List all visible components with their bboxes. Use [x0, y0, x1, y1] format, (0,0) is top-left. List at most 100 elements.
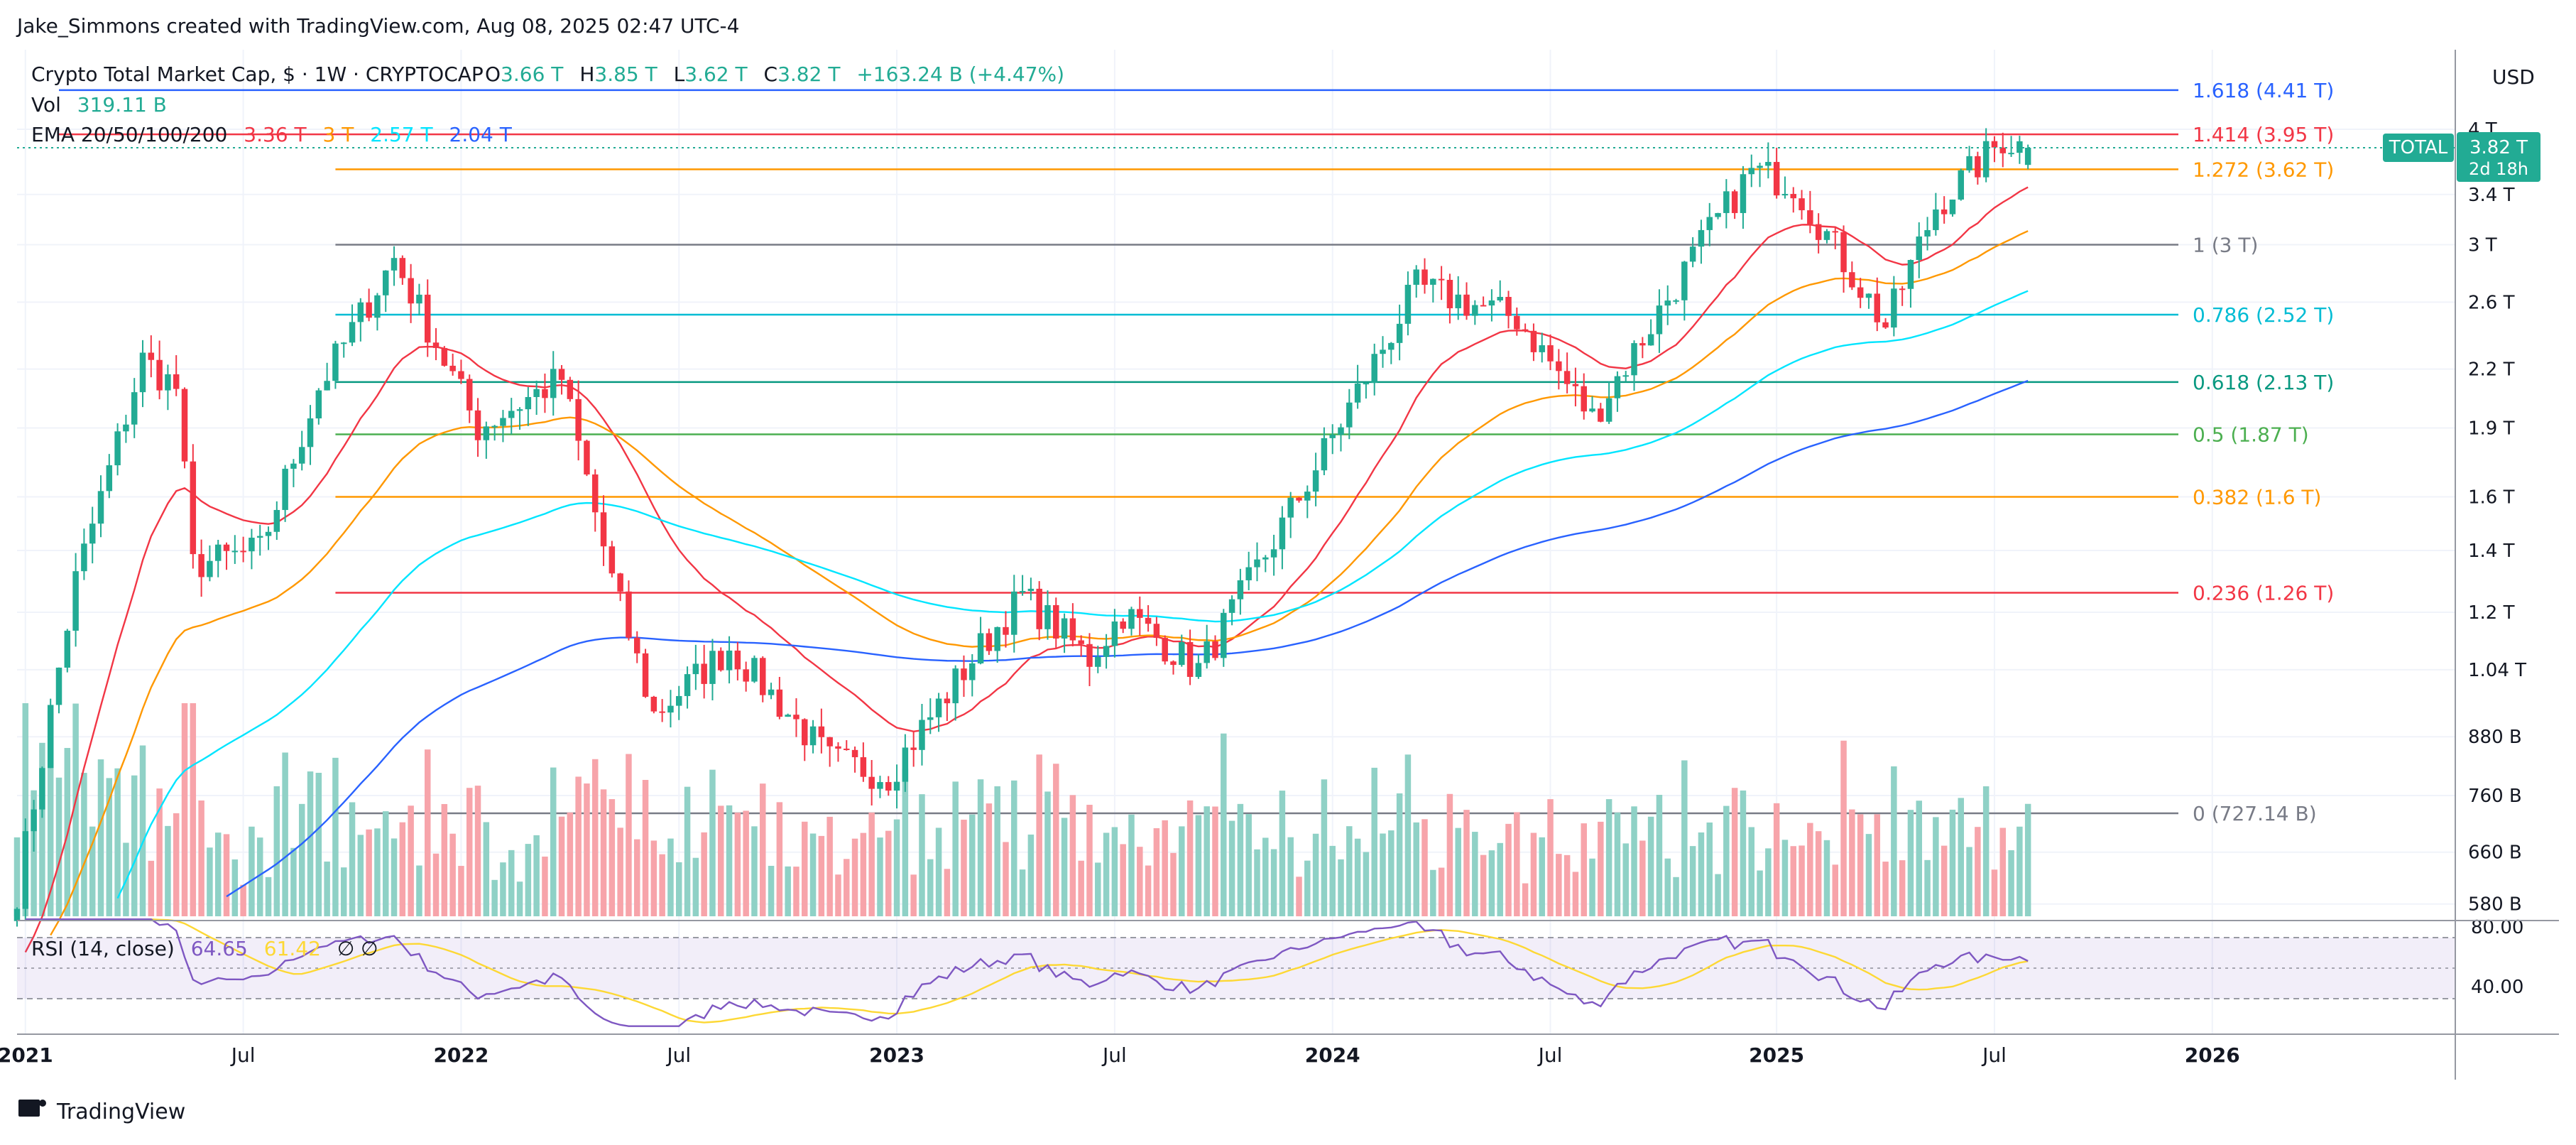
candle[interactable]: [349, 304, 356, 347]
candle[interactable]: [474, 398, 481, 457]
currency-label[interactable]: USD: [2492, 65, 2535, 89]
candle[interactable]: [1966, 146, 1972, 173]
candle[interactable]: [1103, 634, 1110, 669]
candle[interactable]: [768, 683, 775, 700]
candle[interactable]: [1639, 337, 1646, 359]
candle[interactable]: [1346, 389, 1353, 440]
candle[interactable]: [1488, 289, 1495, 322]
candle[interactable]: [977, 617, 984, 665]
candle[interactable]: [1681, 261, 1688, 321]
candle[interactable]: [357, 298, 364, 342]
candle[interactable]: [1647, 319, 1654, 346]
candle[interactable]: [1312, 452, 1319, 506]
candle[interactable]: [47, 698, 54, 769]
candle[interactable]: [567, 376, 574, 402]
candle[interactable]: [1212, 635, 1218, 661]
candle[interactable]: [1991, 136, 1998, 163]
candle[interactable]: [1053, 597, 1059, 649]
candle[interactable]: [692, 644, 699, 690]
candle[interactable]: [22, 818, 29, 921]
candle[interactable]: [265, 526, 272, 550]
candle[interactable]: [1472, 300, 1478, 325]
candle[interactable]: [1396, 304, 1403, 361]
candle[interactable]: [718, 647, 724, 672]
candle[interactable]: [1086, 633, 1093, 686]
candle[interactable]: [1598, 403, 1604, 423]
candle[interactable]: [382, 270, 389, 313]
candle[interactable]: [1656, 289, 1663, 353]
candle[interactable]: [1849, 261, 1855, 291]
candle[interactable]: [726, 636, 733, 684]
candle[interactable]: [2024, 144, 2031, 170]
candle[interactable]: [432, 327, 440, 361]
candle[interactable]: [1430, 278, 1436, 303]
candle[interactable]: [416, 283, 422, 316]
candle[interactable]: [114, 423, 121, 476]
candle[interactable]: [1245, 551, 1252, 591]
candle[interactable]: [190, 444, 197, 569]
rsi-pane[interactable]: RSI (14, close) 64.65 61.42 ∅ ∅ 80.00 40…: [17, 917, 2523, 1027]
candle[interactable]: [1757, 162, 1763, 188]
candle[interactable]: [1689, 237, 1696, 268]
candle[interactable]: [1882, 318, 1889, 329]
candle[interactable]: [1605, 381, 1612, 424]
candle[interactable]: [1832, 227, 1838, 249]
candle[interactable]: [617, 572, 623, 602]
candle[interactable]: [1589, 396, 1595, 413]
candle[interactable]: [1790, 187, 1796, 213]
candle[interactable]: [1497, 280, 1503, 303]
candle[interactable]: [935, 693, 942, 732]
candle[interactable]: [1614, 371, 1621, 412]
candle[interactable]: [533, 380, 540, 415]
candle[interactable]: [1338, 423, 1344, 452]
candle[interactable]: [39, 766, 45, 818]
candle[interactable]: [667, 690, 674, 728]
candle[interactable]: [1781, 176, 1789, 199]
candle[interactable]: [1731, 189, 1738, 219]
candle[interactable]: [868, 759, 875, 806]
candle[interactable]: [1446, 273, 1453, 324]
candle[interactable]: [1153, 617, 1160, 646]
candle[interactable]: [508, 398, 515, 435]
candle[interactable]: [1924, 217, 1931, 251]
candle[interactable]: [1857, 278, 1864, 308]
candle[interactable]: [1999, 132, 2007, 168]
candle[interactable]: [1916, 222, 1923, 278]
candle[interactable]: [751, 655, 758, 683]
candle[interactable]: [1773, 147, 1780, 199]
candle[interactable]: [81, 528, 87, 580]
candle[interactable]: [1011, 575, 1017, 653]
candle[interactable]: [249, 528, 255, 570]
candle[interactable]: [1664, 285, 1671, 325]
candle[interactable]: [1221, 609, 1227, 667]
candle[interactable]: [1815, 213, 1822, 254]
candle[interactable]: [986, 628, 993, 656]
candle[interactable]: [1371, 343, 1377, 396]
candle[interactable]: [1907, 259, 1914, 308]
candle[interactable]: [1321, 427, 1328, 475]
time-axis[interactable]: 2021 Jul 2022 Jul 2023 Jul 2024 Jul 2025 Jul 2026: [0, 1043, 2240, 1067]
candle[interactable]: [97, 475, 104, 538]
price-axis[interactable]: 4 T3.4 T3 T2.6 T2.2 T1.9 T1.6 T1.4 T1.2 …: [2468, 119, 2526, 916]
candle[interactable]: [131, 378, 138, 438]
candle[interactable]: [458, 359, 464, 384]
candle[interactable]: [634, 631, 640, 663]
candle[interactable]: [1254, 542, 1260, 582]
candle[interactable]: [1799, 190, 1805, 220]
candle[interactable]: [1807, 190, 1813, 234]
candle[interactable]: [835, 742, 841, 762]
candle[interactable]: [1581, 373, 1587, 420]
candle[interactable]: [1404, 271, 1412, 336]
candle[interactable]: [1304, 485, 1311, 519]
candle[interactable]: [1563, 352, 1571, 394]
candle[interactable]: [1438, 266, 1445, 300]
candle[interactable]: [776, 676, 783, 720]
candle[interactable]: [282, 465, 288, 522]
candle[interactable]: [1958, 168, 1965, 201]
candle[interactable]: [709, 639, 716, 701]
candle[interactable]: [1237, 568, 1244, 615]
candle[interactable]: [1982, 128, 1990, 183]
candle[interactable]: [1111, 609, 1118, 658]
candle[interactable]: [1631, 340, 1637, 391]
